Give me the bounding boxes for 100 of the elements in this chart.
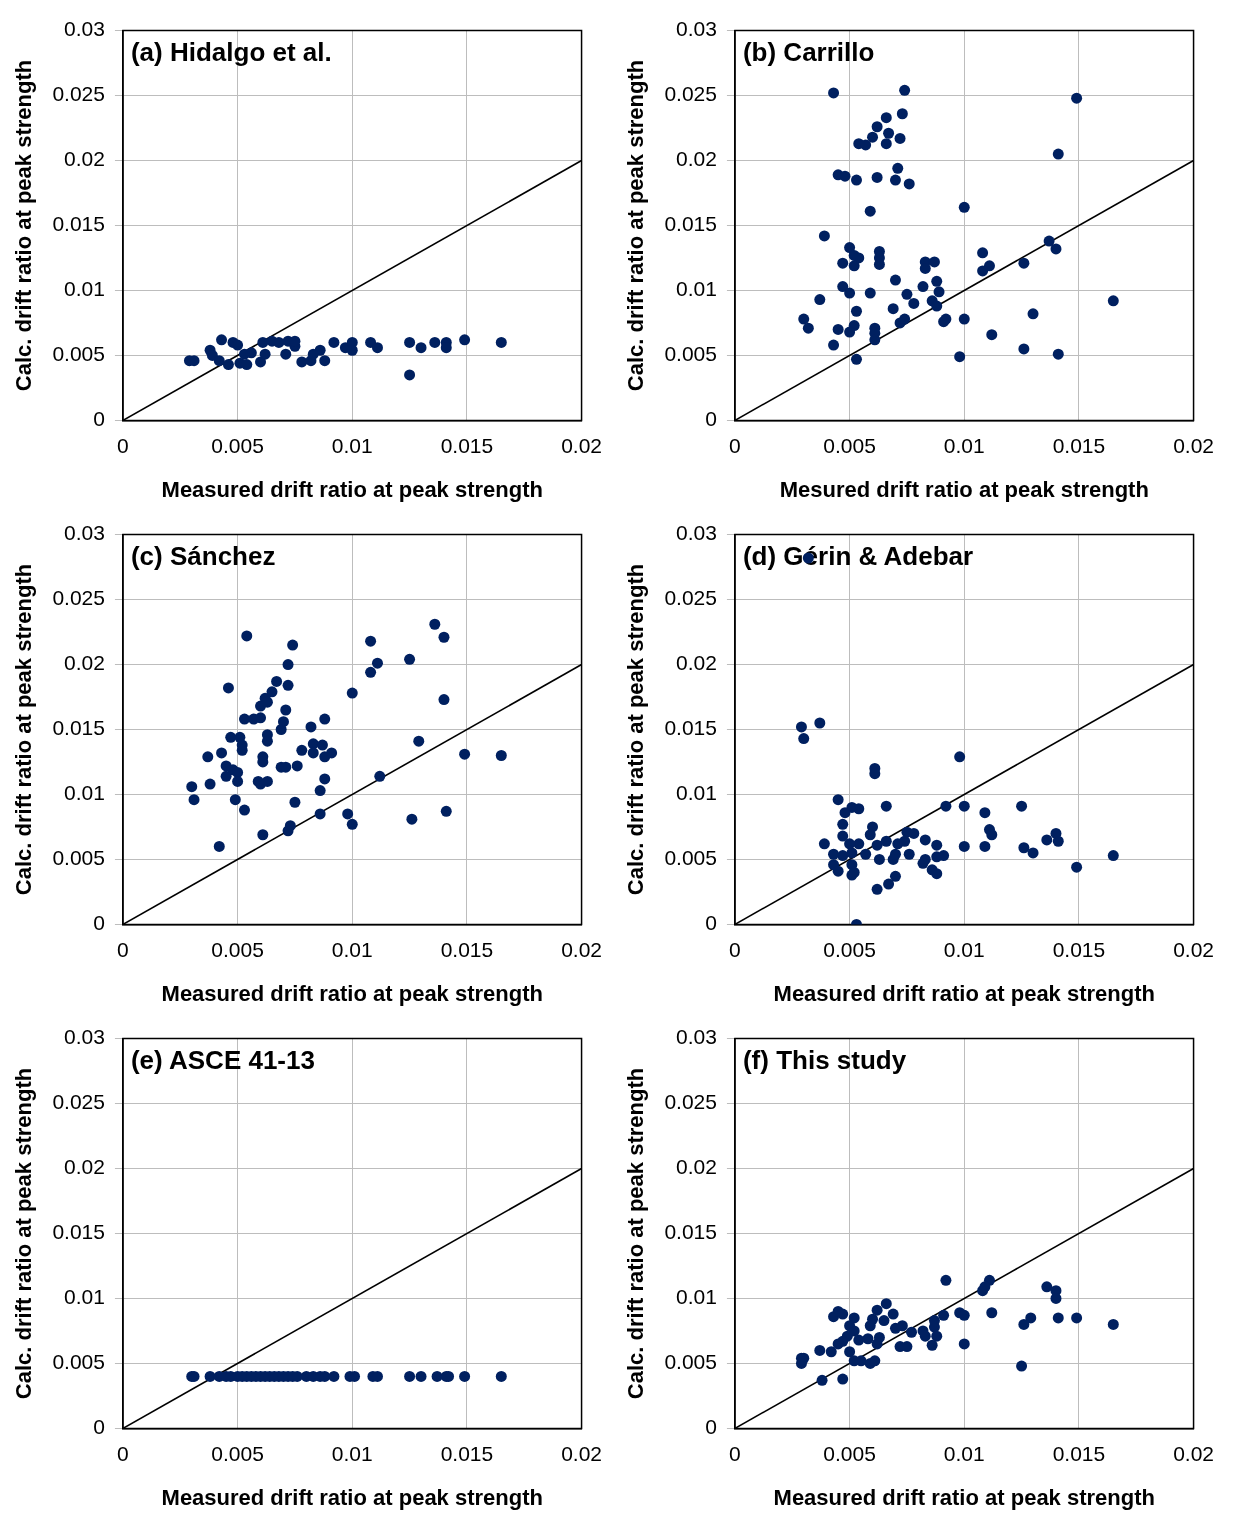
- x-tick-label: 0: [729, 937, 741, 961]
- x-tick-label: 0.005: [211, 433, 264, 457]
- point: [429, 336, 441, 348]
- chart-title: (c) Sánchez: [130, 540, 276, 571]
- x-tick-label: 0.01: [331, 433, 373, 457]
- point: [1071, 1312, 1083, 1324]
- point: [878, 1315, 890, 1327]
- y-tick-label: 0.015: [52, 716, 105, 740]
- x-tick-label: 0.01: [943, 1441, 985, 1465]
- y-tick-label: 0.01: [676, 781, 717, 805]
- point: [837, 1373, 849, 1385]
- y-tick-label: 0.03: [676, 521, 717, 545]
- x-tick-label: 0.015: [1052, 1441, 1106, 1465]
- point: [328, 336, 340, 348]
- y-tick-label: 0.02: [676, 651, 717, 675]
- x-tick-label: 0.015: [440, 937, 494, 961]
- point: [232, 339, 244, 351]
- x-tick-label: 0.005: [823, 1441, 876, 1465]
- y-tick-label: 0.01: [64, 277, 105, 301]
- y-tick-label: 0.01: [64, 781, 105, 805]
- point: [919, 1330, 931, 1342]
- point: [814, 1344, 826, 1356]
- point: [825, 1346, 837, 1358]
- y-tick-label: 0.03: [64, 1025, 105, 1049]
- x-tick-label: 0.01: [331, 937, 373, 961]
- point: [213, 355, 225, 367]
- y-tick-label: 0.015: [52, 212, 105, 236]
- x-tick-label: 0.015: [1052, 433, 1106, 457]
- y-tick-label: 0: [93, 1415, 105, 1439]
- point: [222, 359, 234, 371]
- point: [273, 336, 285, 348]
- y-tick-label: 0.02: [676, 147, 717, 171]
- point: [940, 1274, 952, 1286]
- x-tick-label: 0.02: [1173, 937, 1214, 961]
- y-tick-label: 0.025: [664, 1090, 717, 1114]
- point: [926, 1339, 938, 1351]
- point: [862, 1333, 874, 1345]
- y-tick-label: 0.015: [664, 716, 717, 740]
- x-tick-label: 0.01: [331, 1441, 373, 1465]
- point: [257, 336, 269, 348]
- point: [1041, 1281, 1053, 1293]
- point: [1025, 1312, 1037, 1324]
- x-axis-title: Measured drift ratio at peak strength: [161, 476, 543, 502]
- chart-title: (e) ASCE 41-13: [130, 1044, 315, 1075]
- point: [371, 342, 383, 354]
- y-tick-label: 0.025: [52, 1090, 105, 1114]
- y-tick-label: 0.03: [676, 1025, 717, 1049]
- y-tick-label: 0: [93, 407, 105, 431]
- y-tick-label: 0.01: [676, 1285, 717, 1309]
- point: [495, 336, 507, 348]
- y-axis-title: Calc. drift ratio at peak strength: [11, 59, 37, 392]
- x-tick-label: 0.015: [440, 433, 494, 457]
- point: [280, 348, 292, 360]
- point: [931, 1330, 943, 1342]
- point: [887, 1308, 899, 1320]
- point: [871, 1338, 883, 1350]
- point: [1016, 1360, 1028, 1372]
- point: [906, 1326, 918, 1338]
- x-tick-label: 0.02: [561, 433, 602, 457]
- point: [837, 1308, 849, 1320]
- y-tick-label: 0.03: [676, 17, 717, 41]
- y-tick-label: 0.005: [664, 342, 717, 366]
- y-axis-title: Calc. drift ratio at peak strength: [623, 59, 649, 392]
- y-tick-label: 0.015: [664, 212, 717, 236]
- y-tick-label: 0.025: [664, 82, 717, 106]
- x-tick-label: 0.02: [561, 1441, 602, 1465]
- point: [869, 1355, 881, 1367]
- point: [832, 1338, 844, 1350]
- point: [259, 348, 271, 360]
- point: [979, 1281, 991, 1293]
- x-axis-title: Measured drift ratio at peak strength: [773, 980, 1155, 1006]
- point: [404, 369, 416, 381]
- x-tick-label: 0: [729, 433, 741, 457]
- point: [844, 1346, 856, 1358]
- x-tick-label: 0: [117, 433, 129, 457]
- chart-title: (f) This study: [742, 1044, 907, 1075]
- y-tick-label: 0: [93, 911, 105, 935]
- y-axis-title: Calc. drift ratio at peak strength: [11, 1067, 37, 1400]
- y-tick-label: 0.005: [52, 1350, 105, 1374]
- y-tick-label: 0.005: [664, 846, 717, 870]
- point: [1052, 1312, 1064, 1324]
- point: [816, 1374, 828, 1386]
- point: [319, 355, 331, 367]
- x-tick-label: 0.015: [440, 1441, 494, 1465]
- y-tick-label: 0.03: [64, 521, 105, 545]
- point: [1018, 1318, 1030, 1330]
- x-axis-title: Measured drift ratio at peak strength: [161, 1484, 543, 1510]
- y-tick-label: 0.025: [52, 82, 105, 106]
- point: [889, 1322, 901, 1334]
- x-tick-label: 0.015: [1052, 937, 1106, 961]
- y-tick-label: 0.005: [52, 342, 105, 366]
- y-tick-label: 0.025: [52, 586, 105, 610]
- y-tick-label: 0.02: [64, 1155, 105, 1179]
- point: [958, 1309, 970, 1321]
- y-tick-label: 0: [705, 911, 717, 935]
- x-axis-title: Measured drift ratio at peak strength: [773, 1484, 1155, 1510]
- point: [938, 1309, 950, 1321]
- y-tick-label: 0.015: [664, 1220, 717, 1244]
- x-tick-label: 0.005: [211, 937, 264, 961]
- chart-title: (b) Carrillo: [742, 36, 875, 67]
